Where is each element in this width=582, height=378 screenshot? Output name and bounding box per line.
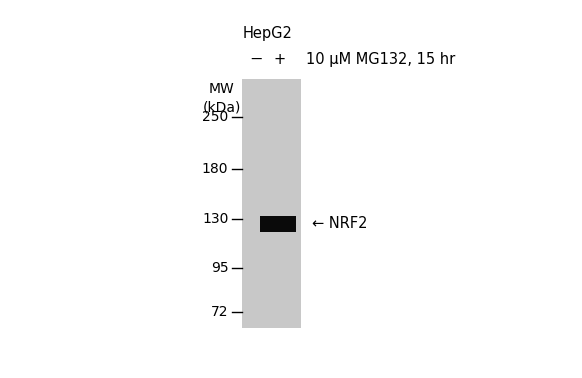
- Text: (kDa): (kDa): [203, 101, 241, 115]
- Text: MW: MW: [209, 82, 235, 96]
- Text: ← NRF2: ← NRF2: [312, 216, 367, 231]
- Text: 250: 250: [202, 110, 228, 124]
- Text: 130: 130: [202, 212, 228, 226]
- Text: HepG2: HepG2: [243, 26, 293, 41]
- Bar: [260, 216, 296, 232]
- Text: +: +: [274, 52, 285, 67]
- Text: 95: 95: [211, 262, 228, 276]
- Bar: [242, 79, 300, 328]
- Text: 10 μM MG132, 15 hr: 10 μM MG132, 15 hr: [306, 52, 456, 67]
- Text: 72: 72: [211, 305, 228, 319]
- Text: −: −: [249, 52, 262, 67]
- Text: 180: 180: [202, 162, 228, 176]
